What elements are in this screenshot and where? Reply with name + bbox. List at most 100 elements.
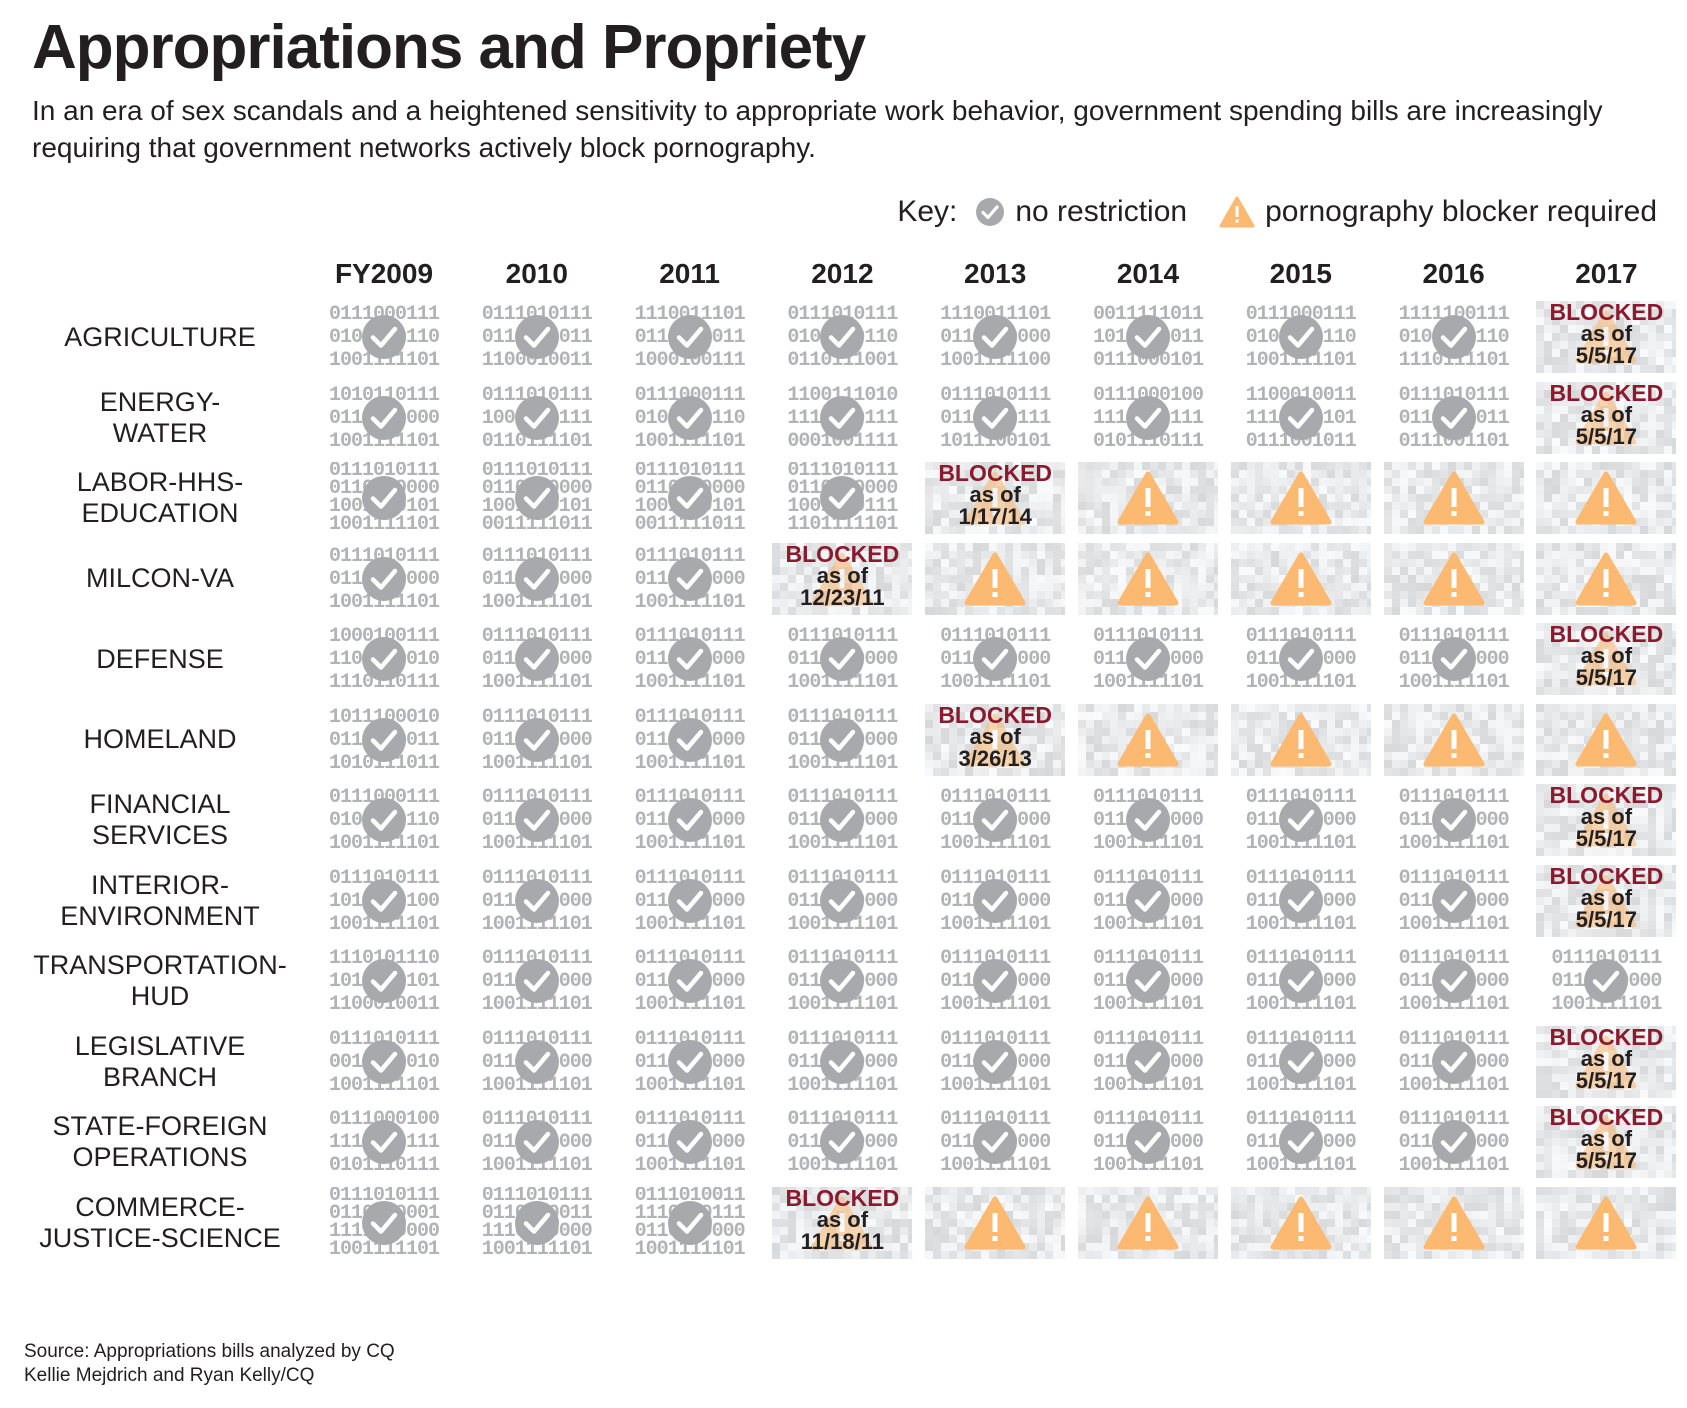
check-icon [362, 315, 406, 359]
binary-text: 1000100111 1100010010 1110110111 [328, 625, 440, 694]
warning-icon [1117, 471, 1179, 525]
status-cell: 0111010111 0110010000 1001111101 [467, 543, 607, 615]
binary-text: 0111010111 0110010000 1001111101 [481, 544, 593, 614]
check-icon [820, 315, 865, 359]
status-cell: 1111100111 0101010110 1110111101 [1384, 301, 1524, 373]
check-icon [667, 1120, 712, 1164]
check-icon [1431, 798, 1476, 842]
warning-icon [964, 471, 1026, 525]
check-icon [1584, 959, 1629, 1003]
check-icon [667, 315, 712, 359]
check-icon [820, 959, 865, 1003]
check-icon [973, 1039, 1018, 1084]
binary-text: 0111010111 0110010000 1001010101 0011111… [481, 462, 593, 534]
binary-text: 0111000111 0101010110 1001111101 [328, 303, 440, 372]
status-cell: 0111010111 0110010000 1001111101 [1231, 945, 1371, 1017]
as-of-word: as of [969, 482, 1021, 507]
check-icon [973, 798, 1018, 842]
status-cell: 0111010111 0110010000 1001111101 [772, 945, 912, 1017]
blocked-word: BLOCKED [1549, 301, 1664, 325]
check-icon [1278, 878, 1323, 923]
legend-item-no-restriction: no restriction [975, 195, 1187, 229]
status-cell: BLOCKED as of 5/5/17 [1536, 1106, 1677, 1178]
status-cell: BLOCKED as of 5/5/17 [1536, 623, 1677, 695]
warning-icon [1423, 1196, 1485, 1249]
blocked-label: BLOCKED as of 5/5/17 [1536, 784, 1676, 856]
pixelated-background [1383, 1186, 1524, 1259]
check-icon [1431, 1039, 1476, 1084]
status-cell: 0111010111 0110010000 1001111101 [772, 704, 912, 776]
pixelated-background [1536, 301, 1677, 373]
credit-text: Kellie Mejdrich and Ryan Kelly/CQ [24, 1365, 315, 1386]
check-icon [820, 798, 865, 842]
check-icon [362, 476, 406, 520]
blocked-date: 5/5/17 [1575, 826, 1637, 851]
status-cell: 0111010111 0110010000 1001111101 [1078, 623, 1218, 695]
check-icon [667, 637, 712, 681]
warning-icon [1270, 471, 1332, 525]
warning-icon [1117, 1196, 1179, 1249]
status-cell: 0111000111 0101010110 1001111101 [620, 382, 760, 454]
row-label: MILCON-VA [85, 563, 234, 593]
check-icon [514, 1200, 559, 1245]
check-icon [1278, 959, 1323, 1003]
status-cell: 0111010111 0110010000 1001111101 [620, 543, 760, 615]
blocked-label: BLOCKED as of 5/5/17 [1536, 301, 1676, 373]
warning-icon [1575, 713, 1637, 766]
check-icon [1278, 395, 1323, 440]
status-cell: 0111010111 0101010110 0110111001 [772, 301, 912, 373]
check-icon [1278, 637, 1323, 681]
blocked-word: BLOCKED [785, 1186, 900, 1211]
binary-text: 0111010111 0110010000 1001111101 [634, 947, 746, 1016]
status-cell [1078, 542, 1218, 615]
status-cell [1383, 462, 1524, 534]
status-cell: 0111000111 0101010110 1001111101 [1231, 301, 1371, 373]
binary-text: 0111010111 0110010000 1001111101 [481, 947, 593, 1016]
check-icon [1431, 315, 1476, 359]
blocked-date: 5/5/17 [1575, 423, 1637, 449]
row-label: LABOR-HHS- EDUCATION [76, 467, 244, 528]
blocked-word: BLOCKED [1549, 1106, 1664, 1130]
status-cell [1078, 703, 1218, 776]
check-icon [820, 637, 865, 681]
status-cell [1078, 1186, 1218, 1259]
status-cell [1230, 462, 1371, 534]
row-label: HOMELAND [83, 724, 237, 754]
status-cell: 0111010111 0110010000 1001111101 [467, 704, 607, 776]
binary-text: 0111010111 0110010000 1001111101 [787, 947, 898, 1016]
check-icon [362, 556, 406, 601]
warning-icon [1423, 713, 1485, 766]
blocked-label: BLOCKED as of 1/17/14 [925, 462, 1065, 534]
check-icon [667, 798, 712, 842]
legend-text-blocker: pornography blocker required [1265, 195, 1657, 228]
as-of-word: as of [1580, 321, 1633, 346]
warning-icon [964, 1196, 1026, 1249]
warning-icon [1575, 552, 1637, 605]
status-cell: 0111010111 0110010000 1001111101 [1384, 1106, 1524, 1178]
status-cell: BLOCKED as of 5/5/17 [1536, 864, 1677, 937]
check-icon [973, 315, 1018, 359]
status-cell: 1010110111 0110010000 1001111101 [314, 382, 454, 454]
warning-icon [1575, 874, 1637, 927]
status-cell: 0111010111 0110010000 1001111101 [620, 784, 760, 856]
check-icon [1431, 395, 1476, 440]
row-label: AGRICULTURE [64, 321, 256, 352]
status-cell: BLOCKED as of 12/23/11 [772, 542, 913, 615]
warning-icon [1270, 1196, 1332, 1249]
status-cell [1536, 703, 1677, 776]
status-cell: BLOCKED as of 5/5/17 [1536, 381, 1677, 454]
status-cell: 0111010011 1110010111 0110010000 1001111… [620, 1187, 760, 1259]
status-cell: 0111010111 0110010000 1001111101 [925, 784, 1065, 856]
warning-icon [1575, 1115, 1637, 1169]
blocked-date: 11/18/11 [800, 1228, 884, 1254]
check-icon [667, 959, 712, 1003]
check-icon [667, 878, 712, 923]
status-cell: 0111010111 0110010000 1001111101 [1231, 865, 1371, 937]
blocked-date: 12/23/11 [800, 584, 885, 610]
status-cell: 0111010111 0110010000 1001111101 [772, 784, 912, 856]
check-icon [1431, 878, 1476, 923]
year-header: 2010 [505, 258, 568, 289]
status-cell [1078, 462, 1218, 534]
check-icon [976, 198, 1005, 226]
status-cell: 1000100111 1100010010 1110110111 [314, 623, 454, 695]
